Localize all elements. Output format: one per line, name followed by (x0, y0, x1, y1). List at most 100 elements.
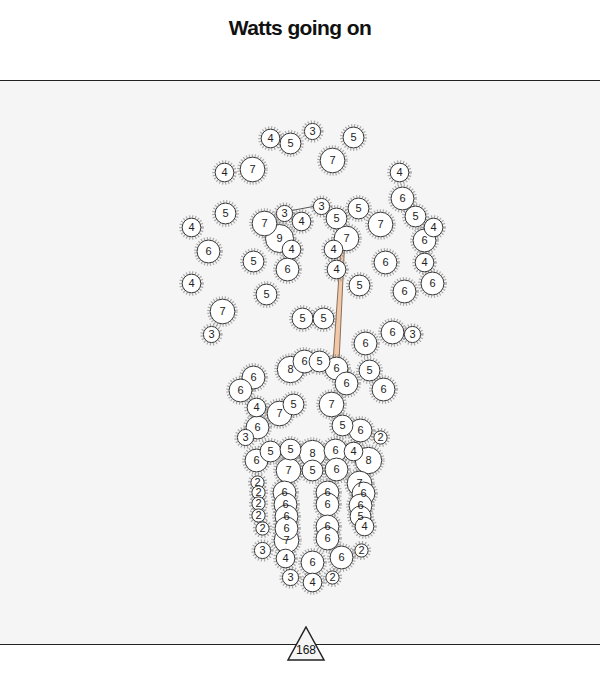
svg-text:7: 7 (329, 154, 335, 166)
svg-text:6: 6 (357, 499, 364, 511)
svg-text:7: 7 (261, 217, 267, 229)
svg-text:5: 5 (350, 131, 356, 143)
svg-text:168: 168 (296, 643, 316, 657)
svg-text:6: 6 (205, 245, 211, 257)
svg-text:6: 6 (333, 362, 339, 374)
svg-text:7: 7 (343, 232, 349, 244)
svg-text:6: 6 (360, 487, 366, 499)
svg-text:6: 6 (357, 424, 363, 436)
svg-text:3: 3 (318, 200, 324, 212)
svg-text:2: 2 (377, 431, 383, 443)
svg-text:7: 7 (276, 407, 282, 419)
svg-text:6: 6 (301, 355, 307, 367)
svg-text:5: 5 (222, 207, 228, 219)
svg-text:5: 5 (287, 443, 293, 455)
svg-text:7: 7 (377, 218, 383, 230)
svg-text:3: 3 (309, 125, 315, 137)
svg-text:5: 5 (412, 210, 418, 222)
svg-text:5: 5 (250, 255, 256, 267)
svg-text:6: 6 (380, 383, 386, 395)
svg-text:4: 4 (309, 576, 315, 588)
svg-text:4: 4 (330, 243, 336, 255)
html-text:Watts going on: Watts going on (228, 16, 372, 39)
svg-text:2: 2 (255, 486, 262, 498)
svg-text:3: 3 (409, 328, 415, 340)
svg-text:3: 3 (287, 571, 293, 583)
svg-text:2: 2 (255, 509, 261, 521)
svg-text:5: 5 (263, 288, 269, 300)
svg-text:7: 7 (249, 163, 255, 175)
svg-text:5: 5 (356, 279, 362, 291)
svg-text:6: 6 (324, 532, 330, 544)
svg-text:6: 6 (343, 377, 349, 389)
svg-text:4: 4 (267, 132, 273, 144)
svg-text:6: 6 (338, 551, 344, 563)
svg-text:7: 7 (285, 464, 291, 476)
svg-text:6: 6 (429, 277, 435, 289)
svg-text:8: 8 (309, 447, 315, 459)
svg-text:2: 2 (358, 544, 364, 556)
svg-text:4: 4 (350, 445, 356, 457)
svg-text:9: 9 (276, 232, 282, 244)
svg-text:5: 5 (355, 202, 361, 214)
svg-text:4: 4 (333, 263, 339, 275)
svg-text:6: 6 (309, 556, 315, 568)
svg-text:3: 3 (259, 544, 265, 556)
svg-text:4: 4 (282, 552, 288, 564)
svg-text:6: 6 (283, 522, 289, 534)
svg-text:6: 6 (324, 486, 330, 498)
svg-text:4: 4 (188, 221, 194, 233)
svg-text:6: 6 (362, 337, 368, 349)
svg-text:5: 5 (316, 355, 322, 367)
svg-text:2: 2 (259, 522, 265, 534)
svg-text:6: 6 (253, 454, 259, 466)
svg-text:6: 6 (324, 498, 330, 510)
svg-text:3: 3 (208, 328, 214, 340)
svg-text:2: 2 (254, 476, 261, 488)
svg-text:5: 5 (366, 364, 372, 376)
svg-text:5: 5 (287, 137, 293, 149)
svg-text:4: 4 (188, 277, 194, 289)
svg-text:6: 6 (389, 326, 395, 338)
svg-text:4: 4 (421, 256, 427, 268)
svg-text:7: 7 (219, 305, 225, 317)
svg-text:5: 5 (267, 445, 273, 457)
svg-text:7: 7 (328, 398, 334, 410)
svg-text:5: 5 (290, 398, 296, 410)
svg-text:6: 6 (250, 371, 256, 383)
svg-text:3: 3 (242, 431, 248, 443)
svg-text:6: 6 (324, 520, 330, 532)
svg-text:6: 6 (254, 421, 260, 433)
svg-text:8: 8 (365, 454, 371, 466)
svg-text:5: 5 (320, 312, 326, 324)
svg-text:6: 6 (332, 444, 338, 456)
svg-text:5: 5 (333, 212, 339, 224)
svg-text:6: 6 (399, 192, 405, 204)
svg-text:5: 5 (299, 312, 305, 324)
svg-text:4: 4 (361, 520, 367, 532)
svg-text:6: 6 (281, 486, 287, 498)
svg-text:2: 2 (255, 497, 261, 509)
svg-text:7: 7 (283, 534, 289, 546)
svg-text:5: 5 (357, 510, 364, 522)
svg-text:6: 6 (237, 384, 243, 396)
svg-text:2: 2 (329, 571, 335, 583)
svg-text:6: 6 (333, 463, 339, 475)
svg-text:5: 5 (339, 419, 345, 431)
svg-text:6: 6 (283, 510, 289, 522)
svg-text:5: 5 (309, 464, 315, 476)
svg-text:6: 6 (284, 263, 290, 275)
svg-text:6: 6 (382, 256, 388, 268)
svg-text:4: 4 (288, 243, 294, 255)
svg-text:8: 8 (287, 363, 293, 375)
svg-text:6: 6 (282, 498, 288, 510)
svg-text:6: 6 (421, 234, 427, 246)
svg-text:4: 4 (221, 166, 227, 178)
svg-text:4: 4 (298, 215, 304, 227)
svg-text:4: 4 (430, 221, 436, 233)
svg-text:6: 6 (401, 285, 407, 297)
svg-text:7: 7 (356, 477, 363, 489)
svg-text:4: 4 (396, 166, 402, 178)
svg-text:3: 3 (281, 207, 287, 219)
svg-text:4: 4 (253, 401, 259, 413)
